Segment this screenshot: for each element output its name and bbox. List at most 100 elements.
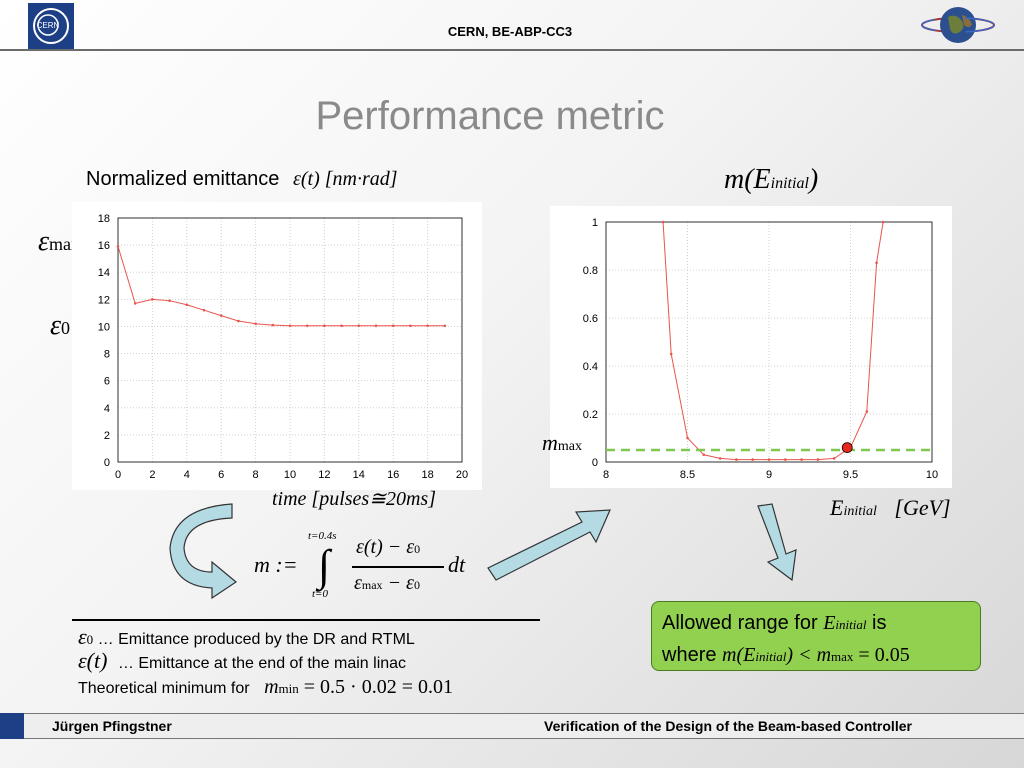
formula-lower-limit: t=0 (312, 588, 328, 600)
emittance-xtick-label: 18 (421, 469, 433, 481)
formula-lhs: m := (254, 552, 298, 577)
emittance-data-point (219, 314, 223, 317)
note1-text: … Emittance produced by the DR and RTML (93, 631, 415, 648)
left-chart-caption-text: Normalized emittance (86, 168, 280, 190)
metric-highlight-point (841, 442, 853, 454)
metric-ytick-label: 1 (592, 217, 598, 229)
emittance-xtick-label: 8 (253, 469, 259, 481)
cern-logo-text: CERN (37, 21, 60, 30)
emittance-xtick-label: 14 (353, 469, 365, 481)
header-title: CERN, BE-ABP-CC3 (447, 24, 573, 39)
note3-equation: = 0.5 · 0.02 = 0.01 (298, 676, 453, 698)
emittance-xtick-label: 6 (218, 469, 224, 481)
green-cond-2-sub: max (831, 649, 854, 664)
green-cond-1-sub: initial (755, 649, 787, 664)
m-max-label: mmax (542, 430, 582, 456)
formula-den-sub2: 0 (413, 578, 420, 592)
right-title-main: m(E (724, 164, 771, 195)
left-chart-caption: Normalized emittance ε(t) [nm·rad] (86, 168, 398, 191)
emittance-ytick-label: 12 (98, 294, 110, 306)
metric-ytick-label: 0.2 (583, 409, 598, 421)
emittance-ytick-label: 16 (98, 240, 110, 252)
note1-symbol: ε (78, 624, 87, 649)
eps-zero-label: ε0 (50, 310, 70, 342)
green-text-2: is (866, 612, 887, 634)
integral-sign-icon: ∫ (318, 541, 331, 590)
emittance-xtick-label: 12 (318, 469, 330, 481)
e-initial-symbol: E (830, 495, 844, 520)
metric-data-point (702, 453, 706, 457)
metric-data-point (767, 458, 771, 461)
allowed-range-line-2: where m(Einitial) < mmax = 0.05 (662, 640, 970, 672)
note2-symbol: ε(t) (78, 648, 108, 673)
metric-frame (605, 221, 933, 463)
emittance-data-point (323, 324, 326, 328)
emittance-xtick-label: 2 (149, 469, 155, 481)
note3-sub: min (278, 681, 299, 696)
emittance-xtick-label: 20 (456, 469, 468, 481)
metric-xtick-label: 9 (766, 469, 772, 481)
footer-accent (0, 713, 24, 739)
metric-xtick-label: 10 (926, 469, 938, 481)
green-sym: E (823, 612, 836, 634)
formula-numerator: ε(t) − ε0 (356, 536, 420, 559)
emittance-series-line (117, 246, 445, 327)
metric-data-point (816, 458, 820, 461)
e-initial-unit: [GeV] (894, 495, 951, 520)
formula-num-main: ε(t) − ε (356, 536, 415, 558)
footer-title: Verification of the Design of the Beam-b… (544, 718, 912, 734)
emittance-data-point (151, 298, 154, 301)
emittance-chart: 0 2 4 6 8 10 12 14 16 18 20 0 2 4 6 8 10 12 14 16 18 (72, 202, 482, 490)
metric-data-point (669, 352, 673, 356)
metric-data-point (865, 410, 869, 413)
note-line-2: ε(t) … Emittance at the end of the main … (78, 648, 406, 674)
formula-num-sub: 0 (414, 542, 421, 556)
metric-xtick-label: 8 (603, 469, 609, 481)
eps-max-symbol: ε (38, 226, 50, 257)
emittance-xtick-label: 4 (184, 469, 190, 481)
allowed-range-line-1: Allowed range for Einitial is (662, 608, 970, 640)
emittance-data-point (391, 324, 395, 328)
note-line-1: ε0 … Emittance produced by the DR and RT… (78, 624, 415, 650)
metric-chart: 8 8.5 9 9.5 10 0 0.2 0.4 0.6 0.8 1 (550, 206, 952, 488)
metric-ytick-label: 0.4 (583, 361, 598, 373)
emittance-frame (117, 217, 463, 463)
left-chart-caption-math: ε(t) [nm·rad] (292, 168, 398, 190)
note2-text: … Emittance at the end of the main linac (113, 655, 407, 672)
footer-author: Jürgen Pfingstner (52, 718, 172, 734)
e-initial-sub: initial (843, 504, 877, 519)
emittance-data-point (409, 324, 412, 328)
emittance-ytick-label: 10 (98, 321, 110, 333)
diagonal-arrow-up-icon (487, 509, 611, 581)
metric-chart-svg: 8 8.5 9 9.5 10 0 0.2 0.4 0.6 0.8 1 (583, 217, 938, 481)
metric-data-point (881, 220, 885, 224)
footer-bar (0, 713, 1024, 739)
emittance-data-point (426, 324, 429, 328)
cern-logo: CERN (28, 3, 74, 49)
eps-zero-symbol: ε (50, 310, 62, 341)
green-cond-1: m(E (722, 644, 756, 666)
emittance-xtick-label: 10 (284, 469, 296, 481)
green-cond-2: ) < m (786, 644, 832, 666)
emittance-data-point (133, 302, 137, 305)
formula-den-rest: − ε (382, 572, 414, 594)
emittance-ytick-label: 8 (104, 349, 110, 361)
header-divider (0, 49, 1024, 51)
emittance-data-point (357, 324, 361, 328)
right-title-sub: initial (770, 175, 809, 192)
emittance-data-point (305, 324, 309, 328)
formula-denominator: εmax − ε0 (354, 572, 420, 595)
right-chart-title: m(Einitial) (724, 164, 818, 196)
emittance-data-point (237, 319, 240, 323)
metric-xtick-label: 9.5 (843, 469, 858, 481)
emittance-chart-svg: 0 2 4 6 8 10 12 14 16 18 20 0 2 4 6 8 10 12 14 16 18 (98, 213, 468, 481)
metric-data-point (686, 436, 689, 440)
right-chart-xaxis-label: Einitial [GeV] (830, 495, 951, 521)
emittance-data-point (202, 308, 206, 312)
formula-dt: dt (448, 552, 466, 577)
metric-data-point (784, 458, 787, 461)
metric-data-point (800, 458, 803, 461)
left-chart-xaxis-label: time [pulses≅20ms] (272, 488, 436, 510)
metric-ytick-label: 0.6 (583, 313, 598, 325)
m-max-symbol: m (542, 430, 558, 455)
